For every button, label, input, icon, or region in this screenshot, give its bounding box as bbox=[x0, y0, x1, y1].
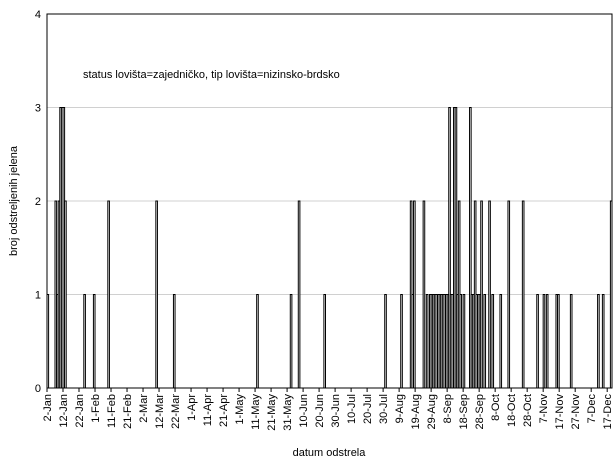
x-tick-label: 8-Oct bbox=[490, 394, 502, 421]
bar bbox=[609, 200, 613, 389]
bar bbox=[499, 294, 503, 389]
x-tick-label: 12-Mar bbox=[154, 394, 166, 429]
x-tick-label: 29-Aug bbox=[426, 394, 438, 429]
x-tick-label: 7-Nov bbox=[538, 394, 550, 424]
x-tick-label: 18-Oct bbox=[506, 394, 518, 427]
x-tick-label: 7-Dec bbox=[586, 394, 598, 424]
bar bbox=[289, 294, 293, 389]
x-tick-label: 28-Sep bbox=[474, 394, 486, 429]
x-tick-label: 22-Jan bbox=[74, 394, 86, 428]
bar bbox=[480, 200, 483, 389]
x-tick-label: 8-Sep bbox=[442, 394, 454, 423]
bar bbox=[422, 200, 426, 389]
x-tick-label: 31-May bbox=[282, 394, 294, 431]
x-axis-label: datum odstrela bbox=[293, 447, 367, 459]
bar bbox=[400, 294, 403, 389]
bar bbox=[425, 294, 429, 389]
x-tick-label: 21-Feb bbox=[122, 394, 134, 429]
bar bbox=[323, 294, 326, 389]
x-tick-label: 20-Jun bbox=[314, 394, 326, 428]
x-tick-label: 12-Jan bbox=[58, 394, 70, 428]
x-tick-label: 2-Mar bbox=[138, 394, 150, 423]
x-tick-label: 2-Jan bbox=[42, 394, 54, 422]
bar bbox=[83, 294, 86, 389]
bar bbox=[597, 294, 600, 389]
x-tick-label: 11-Feb bbox=[106, 394, 118, 428]
bar bbox=[462, 294, 466, 389]
bar bbox=[384, 294, 387, 389]
x-tick-label: 1-Apr bbox=[186, 394, 198, 421]
bar bbox=[542, 294, 546, 389]
bar bbox=[459, 294, 463, 389]
x-tick-label: 17-Dec bbox=[602, 394, 614, 430]
bar bbox=[569, 294, 573, 389]
bar bbox=[536, 294, 539, 389]
x-tick-label: 1-May bbox=[234, 394, 246, 425]
bar bbox=[483, 294, 487, 389]
x-tick-label: 30-Jun bbox=[330, 394, 342, 428]
y-tick-label: 2 bbox=[35, 196, 41, 208]
x-tick-label: 20-Jul bbox=[362, 394, 374, 424]
bar bbox=[521, 200, 525, 389]
bar bbox=[469, 107, 472, 389]
bar bbox=[297, 200, 301, 389]
bar bbox=[601, 294, 605, 389]
x-tick-label: 11-May bbox=[250, 394, 262, 430]
x-tick-label: 10-Jul bbox=[346, 394, 358, 424]
annotation: status lovišta=zajedničko, tip lovišta=n… bbox=[83, 69, 340, 81]
y-tick-label: 3 bbox=[35, 103, 41, 115]
y-tick-label: 4 bbox=[35, 9, 41, 21]
x-tick-label: 17-Nov bbox=[554, 394, 566, 430]
bar bbox=[413, 200, 416, 389]
x-tick-label: 9-Aug bbox=[394, 394, 406, 423]
bar bbox=[557, 294, 560, 389]
bar bbox=[256, 294, 259, 389]
x-tick-label: 19-Aug bbox=[410, 394, 422, 429]
x-tick-label: 30-Jul bbox=[378, 394, 390, 424]
x-tick-label: 11-Apr bbox=[202, 394, 214, 427]
bar bbox=[172, 294, 176, 389]
bar bbox=[64, 200, 67, 389]
bar bbox=[46, 294, 50, 389]
x-tick-label: 10-Jun bbox=[298, 394, 310, 428]
bar bbox=[507, 200, 511, 389]
bar bbox=[107, 200, 110, 389]
bar bbox=[448, 107, 451, 389]
bar bbox=[491, 294, 495, 389]
x-tick-label: 21-May bbox=[266, 394, 278, 431]
x-tick-label: 18-Sep bbox=[458, 394, 470, 429]
x-tick-label: 1-Feb bbox=[90, 394, 102, 423]
bar bbox=[545, 294, 549, 389]
x-tick-label: 22-Mar bbox=[170, 394, 182, 429]
bar bbox=[92, 294, 96, 389]
x-tick-label: 27-Nov bbox=[570, 394, 582, 430]
y-tick-label: 0 bbox=[35, 383, 41, 395]
bar bbox=[454, 107, 458, 389]
y-axis-label: broj odstreljenih jelena bbox=[8, 145, 20, 256]
bar bbox=[155, 200, 158, 389]
x-tick-label: 21-Apr bbox=[218, 394, 230, 427]
x-tick-label: 28-Oct bbox=[522, 394, 534, 427]
bar bbox=[488, 200, 491, 389]
y-tick-label: 1 bbox=[35, 290, 41, 302]
